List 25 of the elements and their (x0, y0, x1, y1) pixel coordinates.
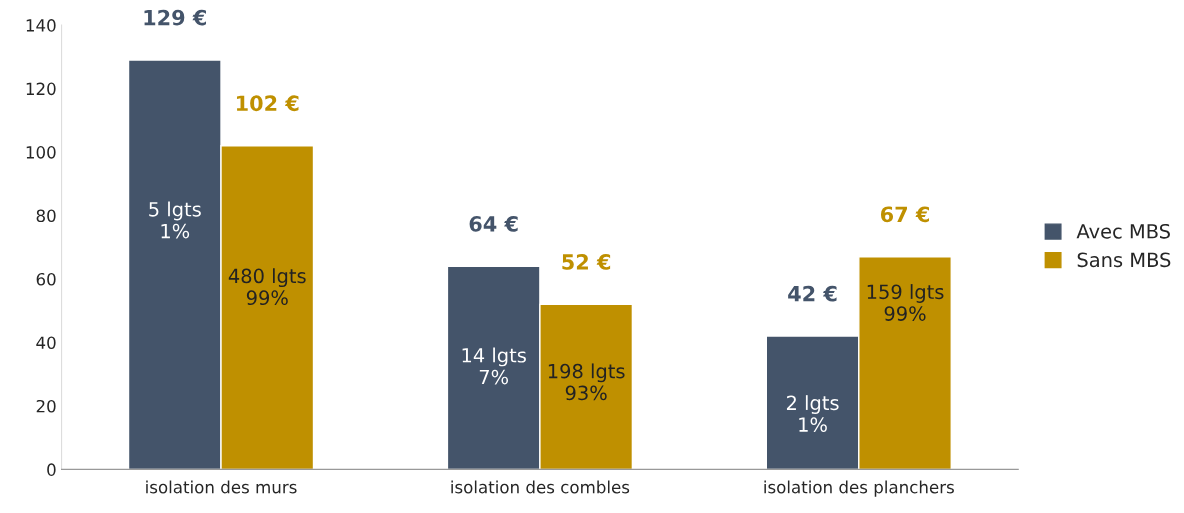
legend-label: Avec MBS (1076, 223, 1170, 239)
data-label: 64 € (469, 215, 518, 232)
y-tick-label: 100 (26, 146, 56, 159)
annotation: 2 lgts 1% (786, 395, 839, 432)
data-label: 102 € (236, 95, 299, 112)
data-label: 67 € (880, 206, 930, 223)
y-tick-label: 40 (36, 336, 56, 350)
data-label: 42 € (788, 285, 837, 302)
y-tick-label: 140 (26, 19, 56, 32)
annotation: 14 lgts 7% (462, 347, 526, 385)
legend-label: Sans MBS (1077, 252, 1171, 268)
annotation: 480 lgts 99% (228, 268, 306, 306)
annotation: 198 lgts 93% (548, 363, 625, 401)
data-label: 52 € (562, 254, 611, 270)
y-tick-label: 0 (47, 463, 56, 476)
y-tick-label: 120 (26, 82, 56, 96)
x-tick-label: isolation des combles (451, 480, 630, 494)
x-tick-label: isolation des murs (146, 480, 297, 494)
data-label: 129 € (144, 9, 206, 26)
annotation: 159 lgts 99% (867, 284, 944, 321)
annotation: 5 lgts 1% (149, 201, 201, 239)
y-tick-label: 60 (36, 272, 56, 286)
y-tick-label: 20 (36, 399, 56, 413)
y-tick-label: 80 (36, 209, 56, 223)
x-tick-label: isolation des planchers (764, 480, 954, 497)
